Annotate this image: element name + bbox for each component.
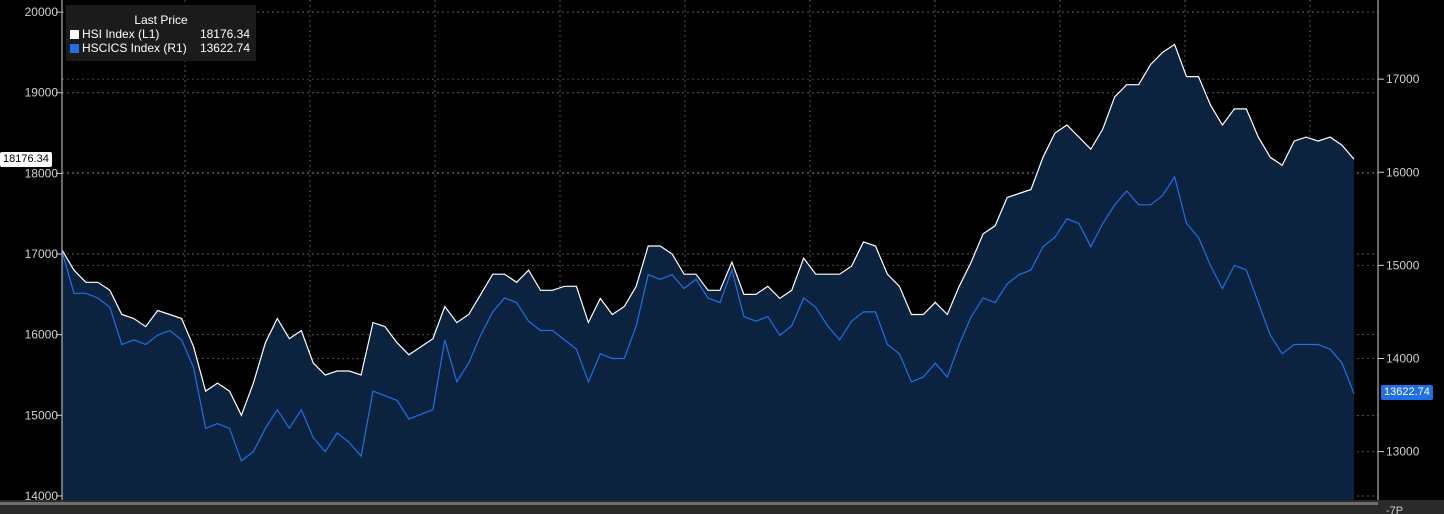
legend-title: Last Price [134,13,188,27]
series-area-hsi [62,44,1354,501]
right-tick-label: 14000 [1386,351,1420,365]
left-tick-label: 15000 [25,408,59,422]
legend-series-name: HSCICS Index (R1) [82,41,187,55]
right-tick-label: 13000 [1386,445,1420,459]
series-areas [62,44,1354,501]
legend-item-hscics: HSCICS Index (R1) 13622.74 [66,41,256,55]
last-price-tag-left: 18176.34 [0,152,52,167]
legend: Last Price HSI Index (L1) 18176.34 HSCIC… [66,5,256,61]
right-axis-partial-label: -7P [1386,505,1403,514]
legend-series-name: HSI Index (L1) [82,27,160,41]
legend-swatch-white [70,29,79,39]
left-tick-label: 17000 [25,247,59,261]
legend-swatch-blue [70,43,79,53]
left-tick-label: 14000 [25,489,59,503]
series-line-hsi [61,43,1355,417]
left-tick-label: 16000 [25,328,59,342]
legend-last-value: 18176.34 [199,27,250,41]
right-tick-label: 15000 [1386,258,1420,272]
left-axis-ticks: 14000 15000 16000 17000 18000 19000 20000 [25,5,62,503]
left-tick-label: 19000 [25,86,59,100]
last-price-tag-right: 13622.74 [1381,385,1433,400]
left-tick-label: 18000 [25,166,59,180]
right-tick-label: 17000 [1386,72,1420,86]
scrollbar-thumb[interactable] [0,502,1378,505]
right-tick-label: 16000 [1386,165,1420,179]
legend-item-hsi: HSI Index (L1) 18176.34 [66,27,256,41]
legend-last-value: 13622.74 [199,41,250,55]
series-lines [61,43,1355,462]
left-tick-label: 20000 [25,5,59,19]
series-line-hscics [61,175,1355,462]
right-axis-ticks: 13000 14000 15000 16000 17000 [1378,72,1420,459]
